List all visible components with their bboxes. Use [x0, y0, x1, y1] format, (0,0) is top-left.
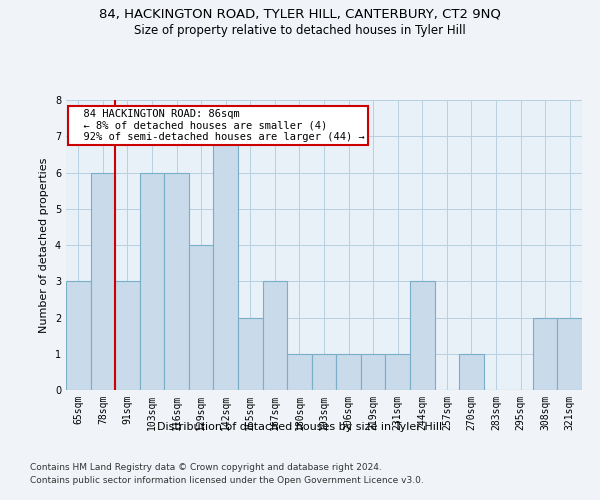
Bar — [263, 281, 287, 390]
Bar — [214, 136, 238, 390]
Bar — [361, 354, 385, 390]
Bar — [189, 245, 214, 390]
Text: Contains HM Land Registry data © Crown copyright and database right 2024.: Contains HM Land Registry data © Crown c… — [30, 462, 382, 471]
Bar — [385, 354, 410, 390]
Bar — [66, 281, 91, 390]
Bar — [140, 172, 164, 390]
Text: Contains public sector information licensed under the Open Government Licence v3: Contains public sector information licen… — [30, 476, 424, 485]
Bar — [533, 318, 557, 390]
Text: 84 HACKINGTON ROAD: 86sqm
  ← 8% of detached houses are smaller (4)
  92% of sem: 84 HACKINGTON ROAD: 86sqm ← 8% of detach… — [71, 108, 365, 142]
Text: Distribution of detached houses by size in Tyler Hill: Distribution of detached houses by size … — [157, 422, 443, 432]
Bar — [238, 318, 263, 390]
Bar — [557, 318, 582, 390]
Text: 84, HACKINGTON ROAD, TYLER HILL, CANTERBURY, CT2 9NQ: 84, HACKINGTON ROAD, TYLER HILL, CANTERB… — [99, 8, 501, 20]
Y-axis label: Number of detached properties: Number of detached properties — [40, 158, 49, 332]
Bar — [336, 354, 361, 390]
Bar — [164, 172, 189, 390]
Bar — [91, 172, 115, 390]
Text: Size of property relative to detached houses in Tyler Hill: Size of property relative to detached ho… — [134, 24, 466, 37]
Bar — [459, 354, 484, 390]
Bar — [410, 281, 434, 390]
Bar — [287, 354, 312, 390]
Bar — [115, 281, 140, 390]
Bar — [312, 354, 336, 390]
